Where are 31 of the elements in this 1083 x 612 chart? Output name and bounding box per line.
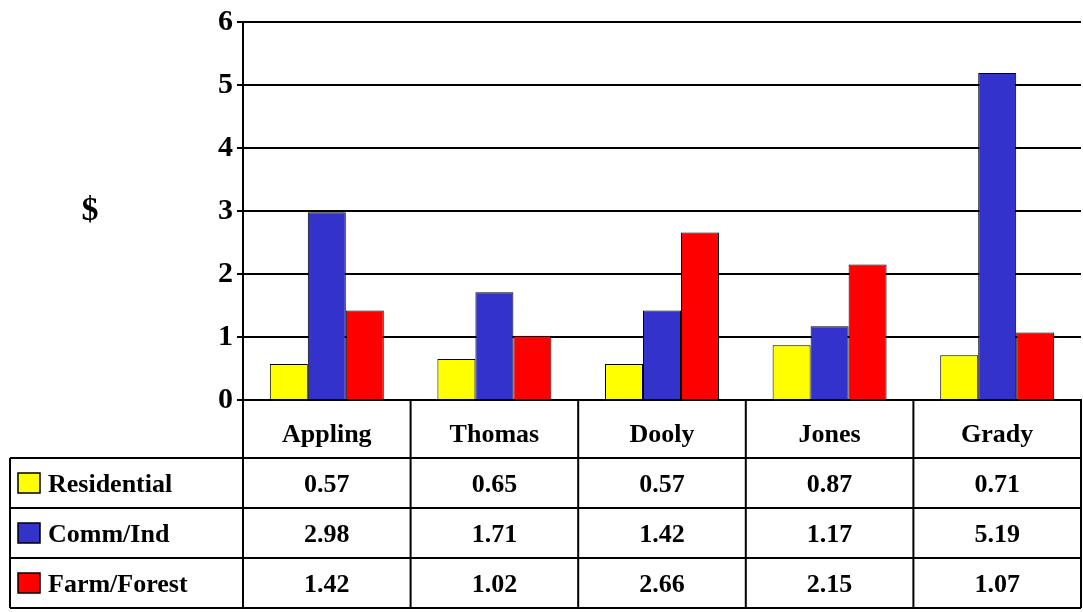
- x-tick-label: Grady: [961, 419, 1034, 449]
- data-label: 2.98: [304, 518, 350, 548]
- data-label: 1.42: [639, 518, 685, 548]
- data-label: 0.87: [806, 468, 853, 498]
- data-label: 2.15: [806, 568, 853, 598]
- legend-label: Residential: [48, 468, 173, 498]
- data-label: 0.71: [974, 468, 1020, 498]
- data-label: 1.07: [974, 568, 1020, 598]
- y-tick-label: 2: [218, 254, 233, 288]
- data-label: 0.57: [639, 468, 685, 498]
- data-label: 5.19: [974, 518, 1020, 548]
- y-tick-label: 6: [218, 2, 233, 36]
- data-label: 0.65: [471, 468, 518, 498]
- x-tick-label: Dooly: [629, 419, 695, 449]
- data-label: 0.57: [304, 468, 350, 498]
- legend-label: Farm/Forest: [48, 568, 188, 598]
- y-tick-label: 0: [218, 380, 233, 414]
- data-label: 1.02: [471, 568, 518, 598]
- x-tick-label: Appling: [282, 419, 372, 449]
- y-tick-label: 5: [218, 65, 233, 99]
- x-tick-label: Jones: [798, 419, 861, 449]
- legend-label: Comm/Ind: [48, 518, 170, 548]
- data-label: 2.66: [639, 568, 685, 598]
- y-tick-label: 3: [218, 191, 233, 225]
- data-label: 1.42: [304, 568, 350, 598]
- y-tick-label: 4: [218, 128, 233, 162]
- y-tick-label: 1: [218, 317, 233, 351]
- data-label: 1.17: [806, 518, 853, 548]
- x-tick-label: Thomas: [449, 419, 540, 449]
- y-axis-title: $: [81, 189, 99, 227]
- data-label: 1.71: [471, 518, 518, 548]
